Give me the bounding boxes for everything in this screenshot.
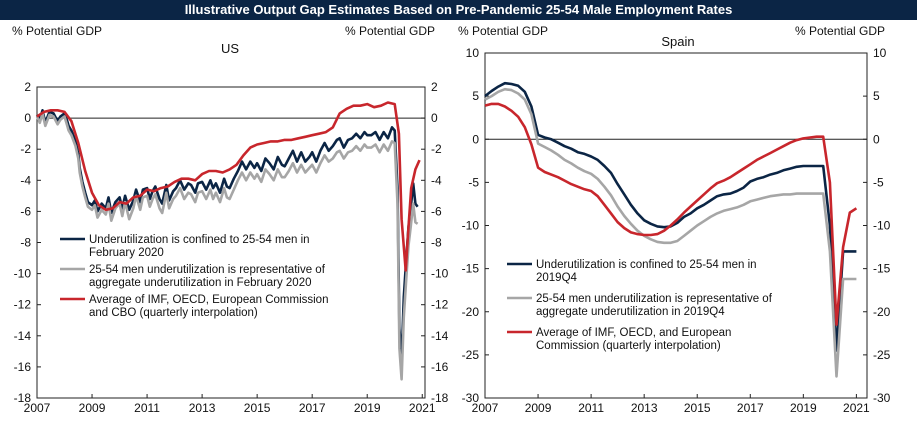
us-legend-label-navy: Underutilization is confined to 25-54 me… xyxy=(89,234,310,246)
spain-y-tick-label-left: -20 xyxy=(462,305,480,319)
spain-x-tick-label: 2017 xyxy=(737,401,764,415)
us-x-tick-label: 2017 xyxy=(299,401,326,415)
spain-y-tick-label-left: -25 xyxy=(462,348,480,362)
spain-y-tick-label-left: -10 xyxy=(462,219,480,233)
spain-y-tick-label-right: -30 xyxy=(873,391,891,405)
spain-x-tick-label: 2009 xyxy=(525,401,552,415)
spain-x-tick-label: 2019 xyxy=(790,401,817,415)
spain-y-tick-label-left: -30 xyxy=(462,391,480,405)
spain-legend-label-navy: Underutilization is confined to 25-54 me… xyxy=(536,259,757,271)
us-series-navy-line xyxy=(35,109,419,363)
spain-legend-label-gray: 25-54 men underutilization is representa… xyxy=(536,293,773,305)
us-legend-label-gray: 25-54 men underutilization is representa… xyxy=(89,264,326,276)
us-y-tick-label-right: -8 xyxy=(431,236,442,250)
us-y-tick-label-right: 2 xyxy=(431,80,438,94)
us-legend-label-navy: February 2020 xyxy=(89,247,164,259)
chart-banner-title: Illustrative Output Gap Estimates Based … xyxy=(0,0,917,20)
us-series-red-line xyxy=(36,101,421,272)
spain-x-tick-label: 2007 xyxy=(472,401,499,415)
spain-x-tick-label: 2011 xyxy=(578,401,604,415)
us-x-tick-label: 2009 xyxy=(79,401,106,415)
spain-y-tick-label-right: 0 xyxy=(873,132,880,146)
us-y-tick-label-right: -14 xyxy=(431,329,449,343)
spain-right-axis-unit: % Potential GDP xyxy=(795,24,885,38)
us-y-tick-label-left: -16 xyxy=(14,360,32,374)
spain-y-tick-label-left: 5 xyxy=(472,89,479,103)
us-x-tick-label: 2011 xyxy=(134,401,160,415)
us-x-tick-label: 2021 xyxy=(409,401,436,415)
us-y-tick-label-right: -6 xyxy=(431,204,442,218)
us-x-tick-label: 2019 xyxy=(354,401,381,415)
us-y-tick-label-left: -18 xyxy=(14,391,32,405)
us-x-tick-label: 2015 xyxy=(244,401,271,415)
spain-y-tick-label-right: 10 xyxy=(873,46,887,60)
us-x-tick-label: 2007 xyxy=(24,401,51,415)
spain-x-tick-label: 2015 xyxy=(684,401,711,415)
spain-legend-label-red: Average of IMF, OECD, and European xyxy=(536,327,731,339)
us-y-tick-label-left: -10 xyxy=(14,267,32,281)
us-legend-label-red: Average of IMF, OECD, European Commissio… xyxy=(89,294,328,306)
us-y-tick-label-right: -12 xyxy=(431,298,449,312)
spain-legend-label-navy: 2019Q4 xyxy=(536,272,578,284)
us-y-tick-label-right: -4 xyxy=(431,173,442,187)
spain-y-tick-label-right: -15 xyxy=(873,262,891,276)
us-y-tick-label-left: -6 xyxy=(20,204,31,218)
us-y-tick-label-right: 0 xyxy=(431,111,438,125)
us-y-tick-label-left: -14 xyxy=(14,329,32,343)
spain-y-tick-label-left: -15 xyxy=(462,262,480,276)
spain-series-red-line xyxy=(484,102,858,327)
spain-y-tick-label-right: -20 xyxy=(873,305,891,319)
spain-legend-label-gray: aggregate underutilization in 2019Q4 xyxy=(536,306,725,318)
us-y-tick-label-left: -2 xyxy=(20,142,31,156)
us-legend-label-red: and CBO (quarterly interpolation) xyxy=(89,307,258,319)
spain-legend-label-red: Commission (quarterly interpolation) xyxy=(536,340,721,352)
spain-left-axis-unit: % Potential GDP xyxy=(458,24,548,38)
spain-y-tick-label-left: 0 xyxy=(472,132,479,146)
us-right-axis-unit: % Potential GDP xyxy=(345,24,435,38)
us-y-tick-label-left: 0 xyxy=(24,111,31,125)
spain-chart-title: Spain xyxy=(661,34,694,49)
us-left-axis-unit: % Potential GDP xyxy=(12,24,102,38)
us-y-tick-label-right: -10 xyxy=(431,267,449,281)
us-y-tick-label-left: -8 xyxy=(20,236,31,250)
us-y-tick-label-right: -18 xyxy=(431,391,449,405)
spain-y-tick-label-right: -5 xyxy=(873,175,884,189)
spain-y-tick-label-right: 5 xyxy=(873,89,880,103)
spain-y-tick-label-right: -25 xyxy=(873,348,891,362)
us-chart-title: US xyxy=(221,41,239,56)
us-x-tick-label: 2013 xyxy=(189,401,216,415)
us-legend-label-gray: aggregate underutilization in February 2… xyxy=(89,277,311,289)
us-y-tick-label-left: -12 xyxy=(14,298,32,312)
spain-y-tick-label-right: -10 xyxy=(873,219,891,233)
spain-x-tick-label: 2021 xyxy=(843,401,870,415)
us-y-tick-label-left: 2 xyxy=(24,80,31,94)
us-y-tick-label-left: -4 xyxy=(20,173,31,187)
us-y-tick-label-right: -2 xyxy=(431,142,442,156)
charts-canvas: 2 2 0 0 -2 -2 -4 -4 -6 -6 -8 -8 -10 -10 -12 -12 -14 -14 -1… xyxy=(12,24,891,415)
spain-series-gray-line xyxy=(484,87,857,378)
us-y-tick-label-right: -16 xyxy=(431,360,449,374)
spain-y-tick-label-left: -5 xyxy=(468,175,479,189)
spain-y-tick-label-left: 10 xyxy=(466,46,480,60)
spain-x-tick-label: 2013 xyxy=(631,401,658,415)
us-series-gray-line xyxy=(35,112,419,381)
